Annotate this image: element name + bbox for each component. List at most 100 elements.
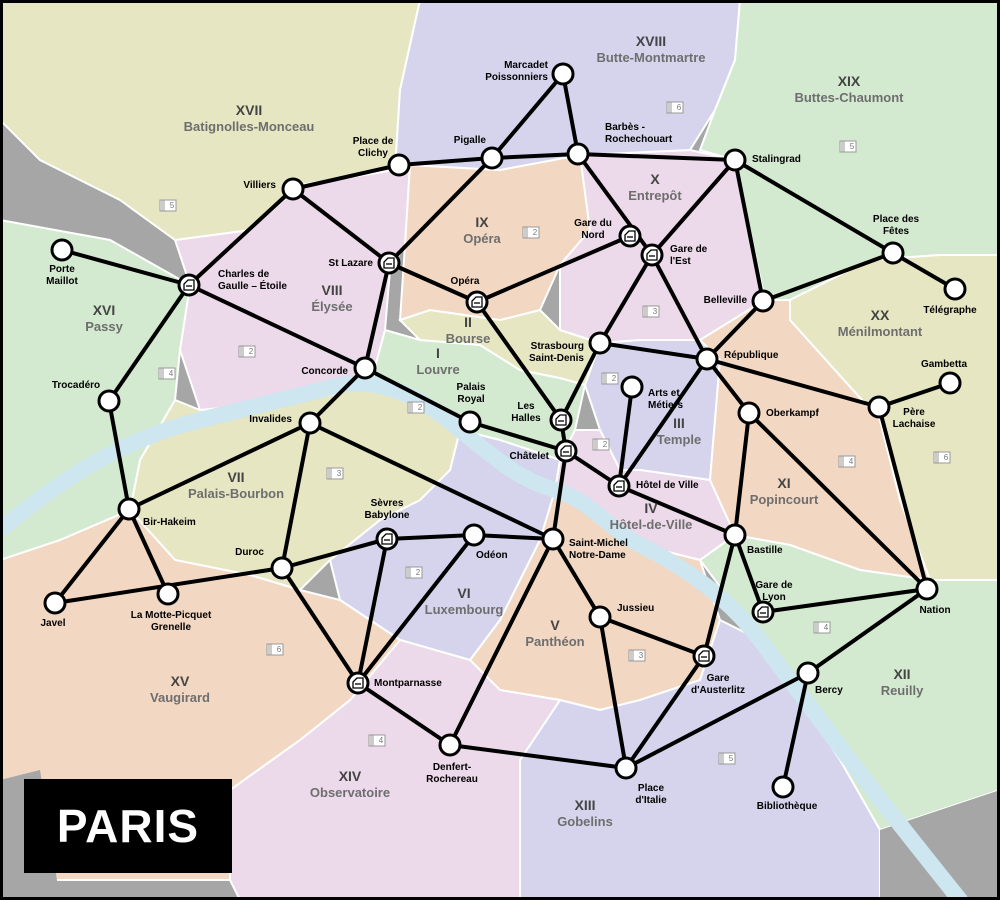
station-gare-de-lyon[interactable]: Gare de Lyon [751,580,793,624]
station-node[interactable] [480,146,504,170]
station-pigalle[interactable]: Pigalle [454,135,504,170]
station-chatelet[interactable]: Châtelet [510,439,578,463]
station-node[interactable] [751,600,775,624]
station-node[interactable] [50,238,74,262]
station-node[interactable] [156,582,180,606]
station-node[interactable] [588,331,612,355]
station-node[interactable] [588,605,612,629]
station-node[interactable] [346,671,370,695]
station-node[interactable] [692,644,716,668]
station-node[interactable] [751,289,775,313]
station-invalides[interactable]: Invalides [249,411,322,435]
station-node[interactable] [43,591,67,615]
station-node[interactable] [270,556,294,580]
station-label: Pigalle [454,135,487,146]
station-node[interactable] [618,224,642,248]
station-node[interactable] [614,756,638,780]
station-palais-royal[interactable]: Palais Royal [457,382,486,434]
station-charles-de-gaulle[interactable]: Charles de Gaulle – Étoile [177,269,287,297]
rail-belleville-republique [705,299,765,361]
station-hotel-de-ville[interactable]: Hôtel de Ville [607,474,699,498]
station-duroc[interactable]: Duroc [235,547,294,580]
station-node[interactable] [298,411,322,435]
station-bir-hakeim[interactable]: Bir-Hakeim [117,497,196,528]
station-node[interactable] [377,251,401,275]
station-strasbourg[interactable]: Strasbourg Saint-Denis [529,331,612,364]
station-node[interactable] [462,523,486,547]
station-concorde[interactable]: Concorde [301,356,377,380]
station-villiers[interactable]: Villiers [243,177,305,201]
station-denfert-rochereau[interactable]: Denfert-Rochereau [426,733,478,785]
station-belleville[interactable]: Belleville [704,289,775,313]
station-node[interactable] [640,243,664,267]
station-node[interactable] [353,356,377,380]
station-oberkampf[interactable]: Oberkampf [737,401,819,425]
station-node[interactable] [723,523,747,547]
rail-denfert-rochereau-place-ditalie [448,743,628,770]
station-jussieu[interactable]: Jussieu [588,603,654,629]
arrondissement-number: IX [475,214,489,230]
station-node[interactable] [695,347,719,371]
station-gambetta[interactable]: Gambetta [921,359,968,395]
station-node[interactable] [943,277,967,301]
station-gare-du-nord[interactable]: Gare du Nord [574,218,642,248]
station-st-lazare[interactable]: St Lazare [329,251,401,275]
station-node[interactable] [177,273,201,297]
station-montparnasse[interactable]: Montparnasse [346,671,442,695]
station-bastille[interactable]: Bastille [723,523,783,556]
station-trocadero[interactable]: Trocadéro [52,380,121,413]
station-node[interactable] [566,142,590,166]
station-place-de-clichy[interactable]: Place de Clichy [353,136,411,177]
station-node[interactable] [554,439,578,463]
station-la-motte-picquet[interactable]: La Motte-Picquet Grenelle [131,582,212,633]
station-opera[interactable]: Opéra [451,276,489,314]
station-node[interactable] [796,661,820,685]
station-bibliotheque[interactable]: Bibliothèque [757,775,818,812]
station-node[interactable] [541,527,565,551]
station-javel[interactable]: Javel [40,591,67,629]
station-node[interactable] [117,497,141,521]
station-porte-maillot[interactable]: Porte Maillot [46,238,78,287]
station-saint-michel[interactable]: Saint-Michel Notre-Dame [541,527,628,561]
station-node[interactable] [375,527,399,551]
station-telegraphe[interactable]: Télégraphe [923,277,977,316]
station-gare-dausterlitz[interactable]: Gare d'Austerlitz [691,644,745,696]
cost-badge-VI: 2 [405,566,423,579]
station-node[interactable] [387,153,411,177]
station-republique[interactable]: République [695,347,779,371]
station-node[interactable] [551,62,575,86]
station-gare-de-lest[interactable]: Gare de l'Est [640,243,708,267]
station-node[interactable] [938,371,962,395]
station-node[interactable] [723,148,747,172]
station-node[interactable] [438,733,462,757]
station-node[interactable] [867,395,891,419]
station-node[interactable] [620,375,644,399]
station-arts-et-metiers[interactable]: Arts et Métiers [620,375,683,411]
station-node[interactable] [737,401,761,425]
station-node[interactable] [465,290,489,314]
station-stalingrad[interactable]: Stalingrad [723,148,801,172]
station-odeon[interactable]: Odéon [462,523,508,561]
rail-odeon-montparnasse [356,533,476,685]
station-node[interactable] [549,408,573,432]
station-node[interactable] [281,177,305,201]
hub-icon [381,533,393,545]
station-node[interactable] [607,474,631,498]
station-nation[interactable]: Nation [915,577,951,616]
station-node[interactable] [915,577,939,601]
station-place-des-fetes[interactable]: Place des Fêtes [873,214,920,265]
station-node[interactable] [458,410,482,434]
station-pere-lachaise[interactable]: Père Lachaise [867,395,936,430]
station-marcadet[interactable]: Marcadet Poissonniers [485,60,575,86]
station-les-halles[interactable]: Les Halles [511,401,573,432]
cost-badge-XIII: 5 [718,752,736,765]
station-node[interactable] [771,775,795,799]
station-place-ditalie[interactable]: Place d'Italie [614,756,667,806]
station-barbes[interactable]: Barbès -Rochechouart [566,122,673,166]
arrondissement-name: Élysée [311,299,352,314]
station-bercy[interactable]: Bercy [796,661,843,696]
station-sevres-babylone[interactable]: Sèvres Babylone [364,498,410,551]
station-node[interactable] [881,241,905,265]
station-node[interactable] [97,389,121,413]
